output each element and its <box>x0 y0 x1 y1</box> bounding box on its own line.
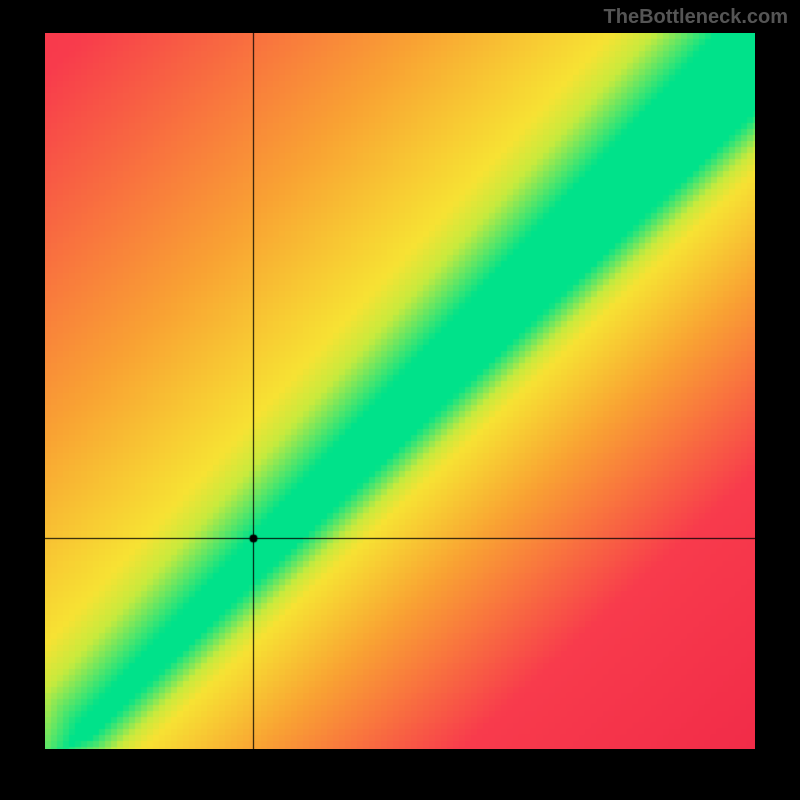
watermark-text: TheBottleneck.com <box>604 6 788 29</box>
chart-container: TheBottleneck.com <box>0 0 800 800</box>
bottleneck-heatmap <box>45 33 755 749</box>
